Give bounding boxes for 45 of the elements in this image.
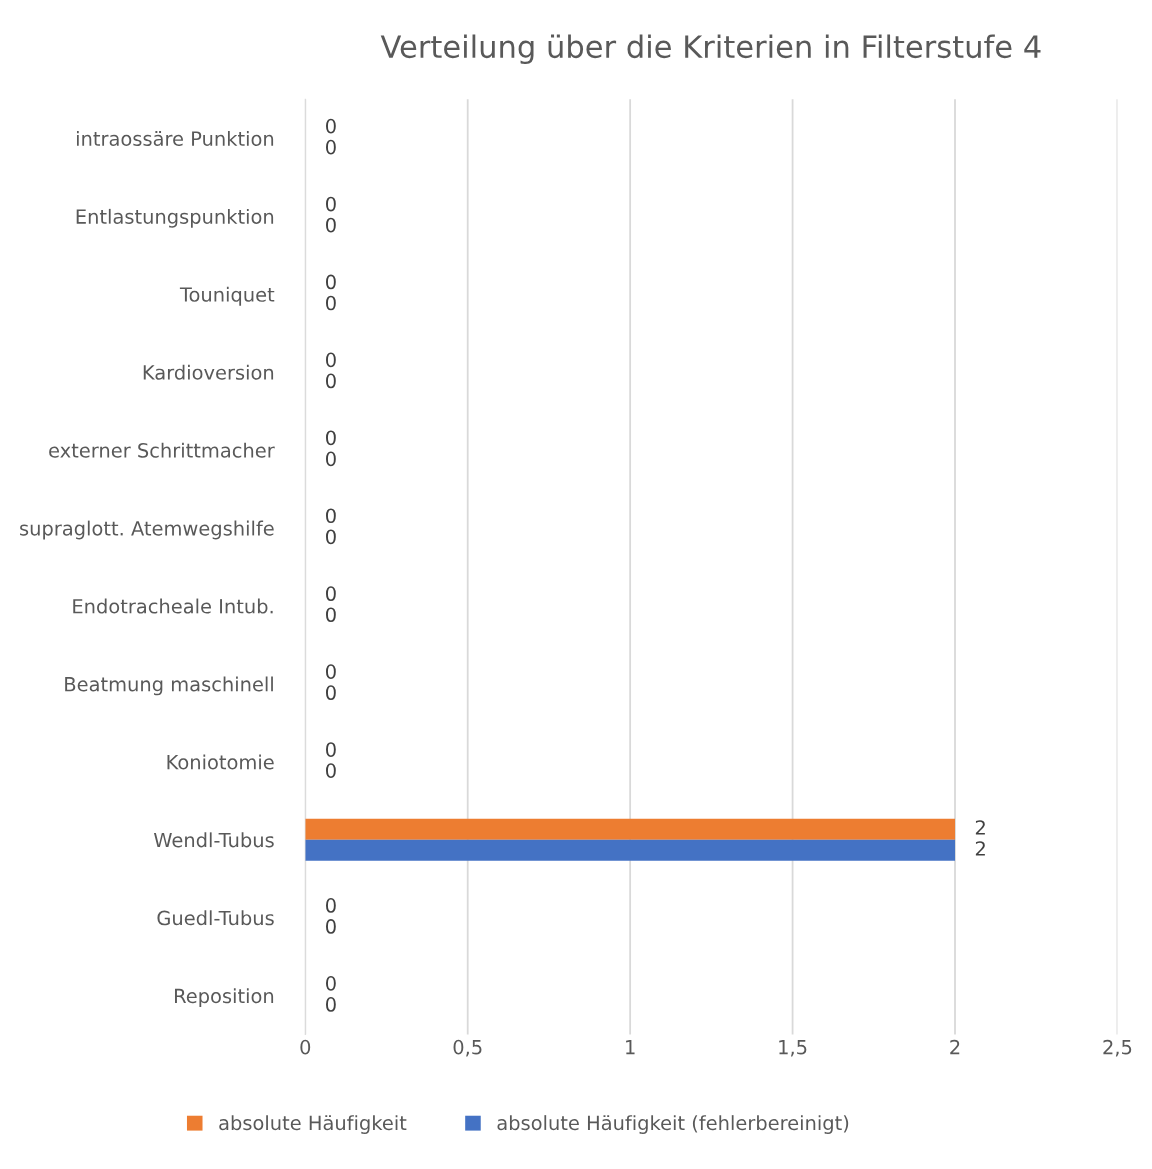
data-label: 0: [326, 352, 336, 368]
data-label: 0: [326, 976, 336, 991]
y-tick-label: Kardioversion: [143, 364, 274, 380]
data-label: 0: [326, 529, 336, 545]
y-tick-label: supraglott. Atemwegshilfe: [20, 520, 274, 540]
data-label: 0: [326, 508, 336, 524]
x-tick-label: 1: [626, 1040, 635, 1055]
y-tick-label: Touniquet: [179, 286, 275, 306]
y-tick-label: Endotracheale Intub.: [73, 598, 273, 614]
x-tick-label: 0,5: [453, 1039, 482, 1057]
data-label: 0: [326, 139, 336, 155]
data-label: 0: [326, 763, 336, 778]
data-label: 0: [326, 274, 336, 290]
y-tick-label: Beatmung maschinell: [65, 676, 273, 696]
data-label: 0: [326, 607, 336, 623]
data-label: 0: [326, 898, 336, 913]
data-label: 2: [975, 820, 985, 835]
x-tick-label: 0: [300, 1039, 311, 1055]
y-tick-label: externer Schrittmacher: [49, 442, 275, 458]
y-tick-label: Reposition: [175, 988, 274, 1008]
x-tick-label: 1,5: [779, 1040, 807, 1057]
y-tick-label: Entlastungspunktion: [76, 208, 274, 228]
data-label: 0: [326, 217, 336, 233]
data-label: 0: [326, 919, 336, 934]
chart-title: Verteilung über die Kriterien in Filterstufe 4: [380, 34, 1041, 65]
y-tick-label: Koniotomie: [167, 754, 274, 770]
y-tick-label: Wendl-Tubus: [153, 832, 274, 848]
data-label: 0: [326, 373, 336, 389]
legend-label: absolute Häufigkeit (fehlerbereinigt): [497, 1115, 849, 1134]
data-label: 0: [326, 451, 336, 467]
x-tick-label: 2: [950, 1039, 960, 1055]
y-tick-label: intraossäre Punktion: [76, 130, 274, 146]
data-label: 0: [326, 586, 336, 602]
data-label: 0: [326, 118, 336, 134]
data-label: 0: [326, 997, 336, 1012]
data-label: 0: [326, 685, 336, 701]
data-label: 0: [326, 295, 336, 311]
data-label: 0: [326, 196, 336, 212]
data-label: 0: [326, 742, 336, 757]
data-label: 0: [326, 664, 336, 679]
data-label: 0: [326, 430, 336, 446]
y-tick-label: Guedl-Tubus: [157, 910, 274, 926]
x-tick-label: 2,5: [1103, 1039, 1132, 1057]
data-label: 2: [975, 841, 985, 856]
legend-label: absolute Häufigkeit: [219, 1115, 407, 1134]
